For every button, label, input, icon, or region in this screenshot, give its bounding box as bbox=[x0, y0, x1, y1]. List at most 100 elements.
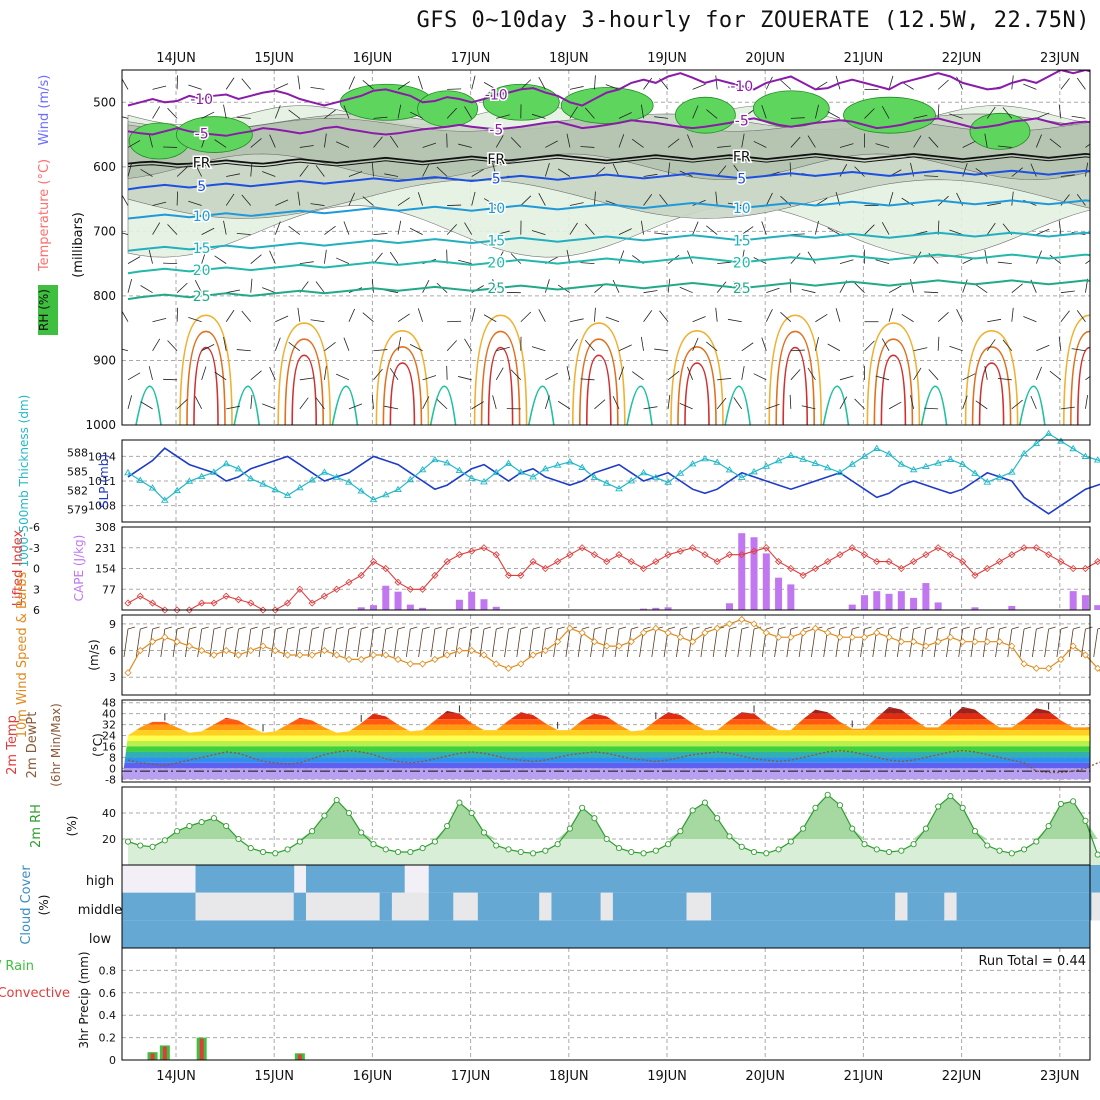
rh-moist-cell bbox=[969, 112, 1031, 150]
wind-barb bbox=[288, 109, 301, 119]
wind-barb bbox=[371, 394, 374, 409]
warm-contour bbox=[880, 354, 907, 425]
wind-barb bbox=[687, 134, 694, 148]
thickness-point bbox=[517, 468, 525, 475]
wind-barb bbox=[888, 75, 894, 90]
wind-barb bbox=[152, 106, 161, 119]
label-precip-total: Total / Rain bbox=[0, 959, 34, 974]
wind-barb bbox=[789, 278, 792, 293]
wind-barb bbox=[790, 117, 805, 119]
warm-contour bbox=[677, 346, 717, 425]
isotherm-line bbox=[127, 169, 1090, 191]
isotherm-label: 25 bbox=[487, 281, 505, 297]
x-tick-bottom: 17JUN bbox=[451, 1069, 491, 1084]
y-tick-rh: 40 bbox=[102, 807, 116, 820]
cloud-middle-cell bbox=[882, 892, 896, 921]
wind-speed-point bbox=[1069, 642, 1077, 650]
y-tick-temp: -8 bbox=[105, 773, 116, 786]
li-point bbox=[210, 599, 218, 607]
label-cloud-middle: middle bbox=[78, 903, 122, 918]
isotherm-label: -5 bbox=[735, 113, 749, 129]
temp-band bbox=[122, 741, 1090, 747]
cloud-high-cell bbox=[281, 865, 295, 893]
cloud-middle-fill bbox=[698, 912, 712, 921]
wind-barb bbox=[496, 114, 510, 119]
wind-barb bbox=[962, 395, 968, 409]
wind-barb bbox=[422, 142, 437, 148]
wind-barb bbox=[949, 345, 963, 352]
cool-contour bbox=[822, 385, 850, 425]
wind-barb-10m bbox=[471, 626, 479, 630]
wind-barb bbox=[949, 229, 963, 235]
rh2m-point bbox=[640, 850, 647, 857]
wind-barb bbox=[348, 171, 363, 177]
wind-barb bbox=[1085, 376, 1090, 381]
x-tick-top: 23JUN bbox=[1040, 51, 1080, 66]
isotherm-label: -5 bbox=[195, 126, 209, 142]
wind-barb bbox=[226, 173, 241, 177]
cloud-middle-fill bbox=[244, 918, 258, 921]
cloud-middle-cell bbox=[453, 892, 467, 921]
thickness-point bbox=[185, 477, 194, 484]
wind-barb bbox=[483, 314, 497, 323]
wind-barb bbox=[807, 135, 816, 148]
cloud-middle-cell bbox=[600, 892, 614, 921]
wind-barb bbox=[458, 259, 472, 265]
wind-barb bbox=[569, 338, 578, 351]
wind-barb-10m bbox=[213, 626, 222, 630]
wind-barb bbox=[299, 145, 314, 148]
rh2m-point bbox=[1021, 846, 1028, 853]
wind-barb bbox=[692, 83, 706, 90]
cloud-middle-cell bbox=[784, 892, 798, 921]
wind-barb-10m bbox=[336, 626, 344, 630]
wind-barb bbox=[594, 399, 606, 410]
wind-speed-point bbox=[504, 664, 513, 672]
cloud-middle-cell bbox=[256, 892, 270, 921]
x-tick-bottom: 22JUN bbox=[942, 1069, 982, 1084]
rh2m-point bbox=[775, 846, 782, 853]
wind-barb bbox=[315, 397, 325, 410]
wind-speed-point bbox=[615, 642, 623, 650]
cape-bar bbox=[775, 577, 783, 610]
wind-barb bbox=[262, 403, 276, 410]
li-point bbox=[517, 571, 525, 579]
cloud-middle-fill bbox=[686, 903, 700, 921]
wind-barb-10m bbox=[312, 626, 320, 630]
cloud-middle-fill bbox=[539, 918, 552, 921]
cloud-low bbox=[122, 920, 1090, 948]
cloud-middle-cell bbox=[968, 892, 982, 921]
x-tick-bottom: 21JUN bbox=[844, 1069, 884, 1084]
wind-barb bbox=[986, 339, 996, 352]
y-tick-temp: 40 bbox=[102, 708, 116, 721]
label-slp: SLP (mb) bbox=[97, 454, 111, 508]
wind-barb-10m bbox=[1048, 626, 1056, 630]
wind-barb bbox=[987, 318, 1002, 323]
isotherm-label: 5 bbox=[197, 179, 206, 195]
cloud-high-cell bbox=[833, 865, 847, 893]
wind-barb bbox=[127, 279, 133, 293]
wind-barb-10m bbox=[921, 628, 927, 658]
upper-air-frame bbox=[121, 69, 1091, 426]
wind-barb bbox=[667, 138, 680, 148]
cloud-high-cell bbox=[600, 865, 614, 893]
cloud-high-cell bbox=[256, 865, 270, 893]
wind-barb bbox=[790, 349, 805, 352]
wind-barb bbox=[236, 349, 251, 352]
wind-barb-10m bbox=[1073, 626, 1081, 630]
rh2m-point bbox=[198, 819, 205, 826]
wind-barb bbox=[148, 366, 153, 380]
wind-barb bbox=[706, 341, 718, 352]
wind-barb bbox=[566, 133, 571, 148]
cloud-middle-cell bbox=[318, 892, 332, 921]
isotherm-label: -10 bbox=[190, 92, 213, 108]
wind-barb bbox=[324, 109, 336, 119]
cloud-middle-cell bbox=[170, 892, 184, 921]
thickness-point bbox=[210, 468, 218, 475]
li-point bbox=[185, 606, 193, 614]
wind-barb bbox=[557, 168, 571, 177]
rh2m-point bbox=[1045, 822, 1052, 830]
cloud-high-cell bbox=[625, 865, 638, 893]
cloud-high-cell bbox=[391, 865, 405, 893]
warm-contour bbox=[1063, 314, 1090, 425]
cape-bar bbox=[664, 607, 672, 610]
